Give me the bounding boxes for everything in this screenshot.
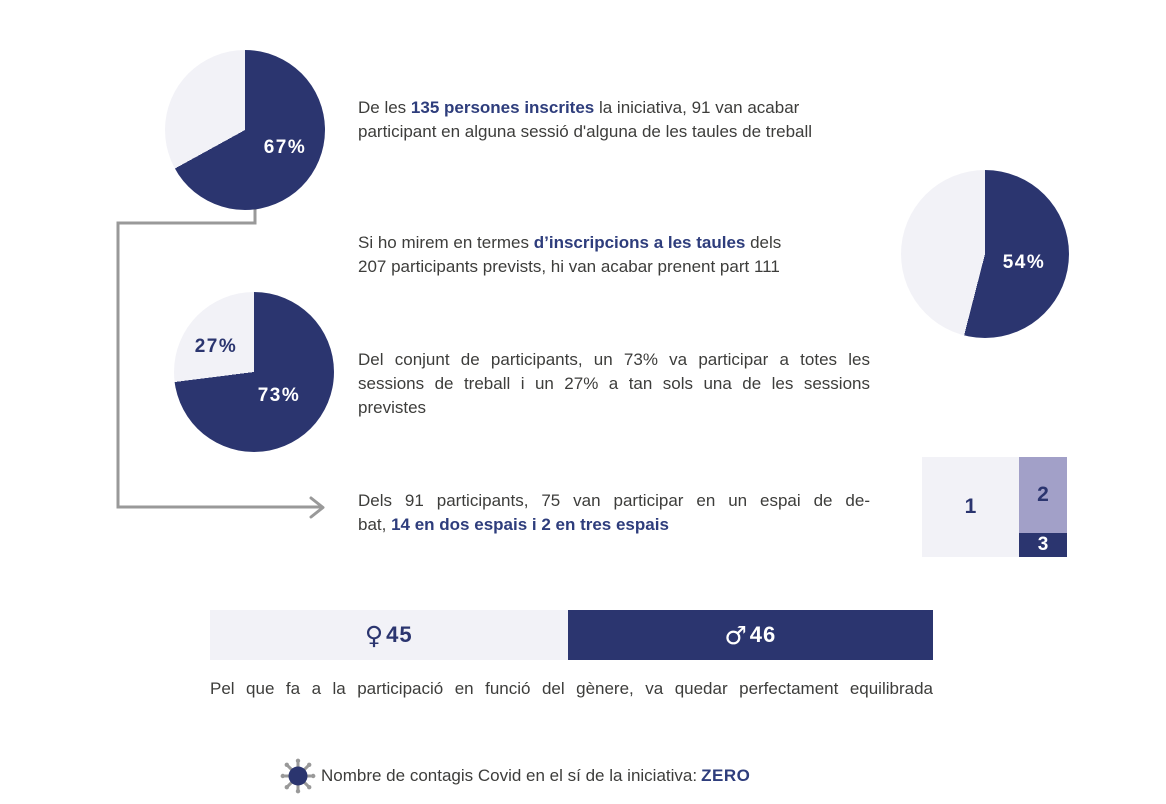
covid-text: Nombre de contagis Covid en el sí de la …: [321, 766, 698, 785]
male-count: 46: [749, 622, 777, 647]
paragraph-espais: Dels 91 participants, 75 van participar …: [358, 491, 870, 534]
male-icon: ♂: [724, 620, 747, 650]
gender-bar: ♀ 45 ♂ 46: [210, 610, 933, 660]
pie-chart-inscrits: [165, 50, 325, 210]
pie-label-27: 27%: [194, 336, 238, 357]
treemap-label-3: 3: [1037, 534, 1049, 555]
virus-icon: [280, 758, 316, 794]
treemap-label-2: 2: [1037, 483, 1049, 506]
paragraph-sessions: Del conjunt de participants, un 73% va p…: [358, 350, 870, 417]
female-count: 45: [386, 622, 413, 647]
covid-zero-value: ZERO: [701, 766, 751, 785]
pie-label-54: 54%: [1002, 252, 1046, 273]
pie-chart-sessions: [174, 292, 334, 452]
gender-bar-male-segment: ♂ 46: [567, 610, 933, 660]
treemap-cell-3-espais: 3: [1019, 533, 1067, 557]
paragraph-inscrits: De les 135 persones inscrites la iniciat…: [358, 98, 813, 141]
treemap-espais: 1 2 3: [922, 457, 1067, 557]
female-icon: ♀: [364, 620, 384, 650]
pie-label-73: 73%: [257, 385, 301, 406]
paragraph-inscripcions: Si ho mirem en termes d’inscripcions a l…: [358, 233, 782, 276]
gender-caption: Pel que fa a la participació en funció d…: [210, 679, 933, 698]
treemap-cell-2-espais: 2: [1019, 457, 1067, 533]
treemap-label-1: 1: [964, 495, 977, 518]
pie-chart-inscripcions: [901, 170, 1069, 338]
gender-bar-female-segment: ♀ 45: [210, 610, 568, 660]
pie-label-67: 67%: [263, 137, 307, 158]
covid-row: Nombre de contagis Covid en el sí de la …: [279, 757, 750, 795]
treemap-cell-1-espai: 1: [922, 457, 1019, 557]
